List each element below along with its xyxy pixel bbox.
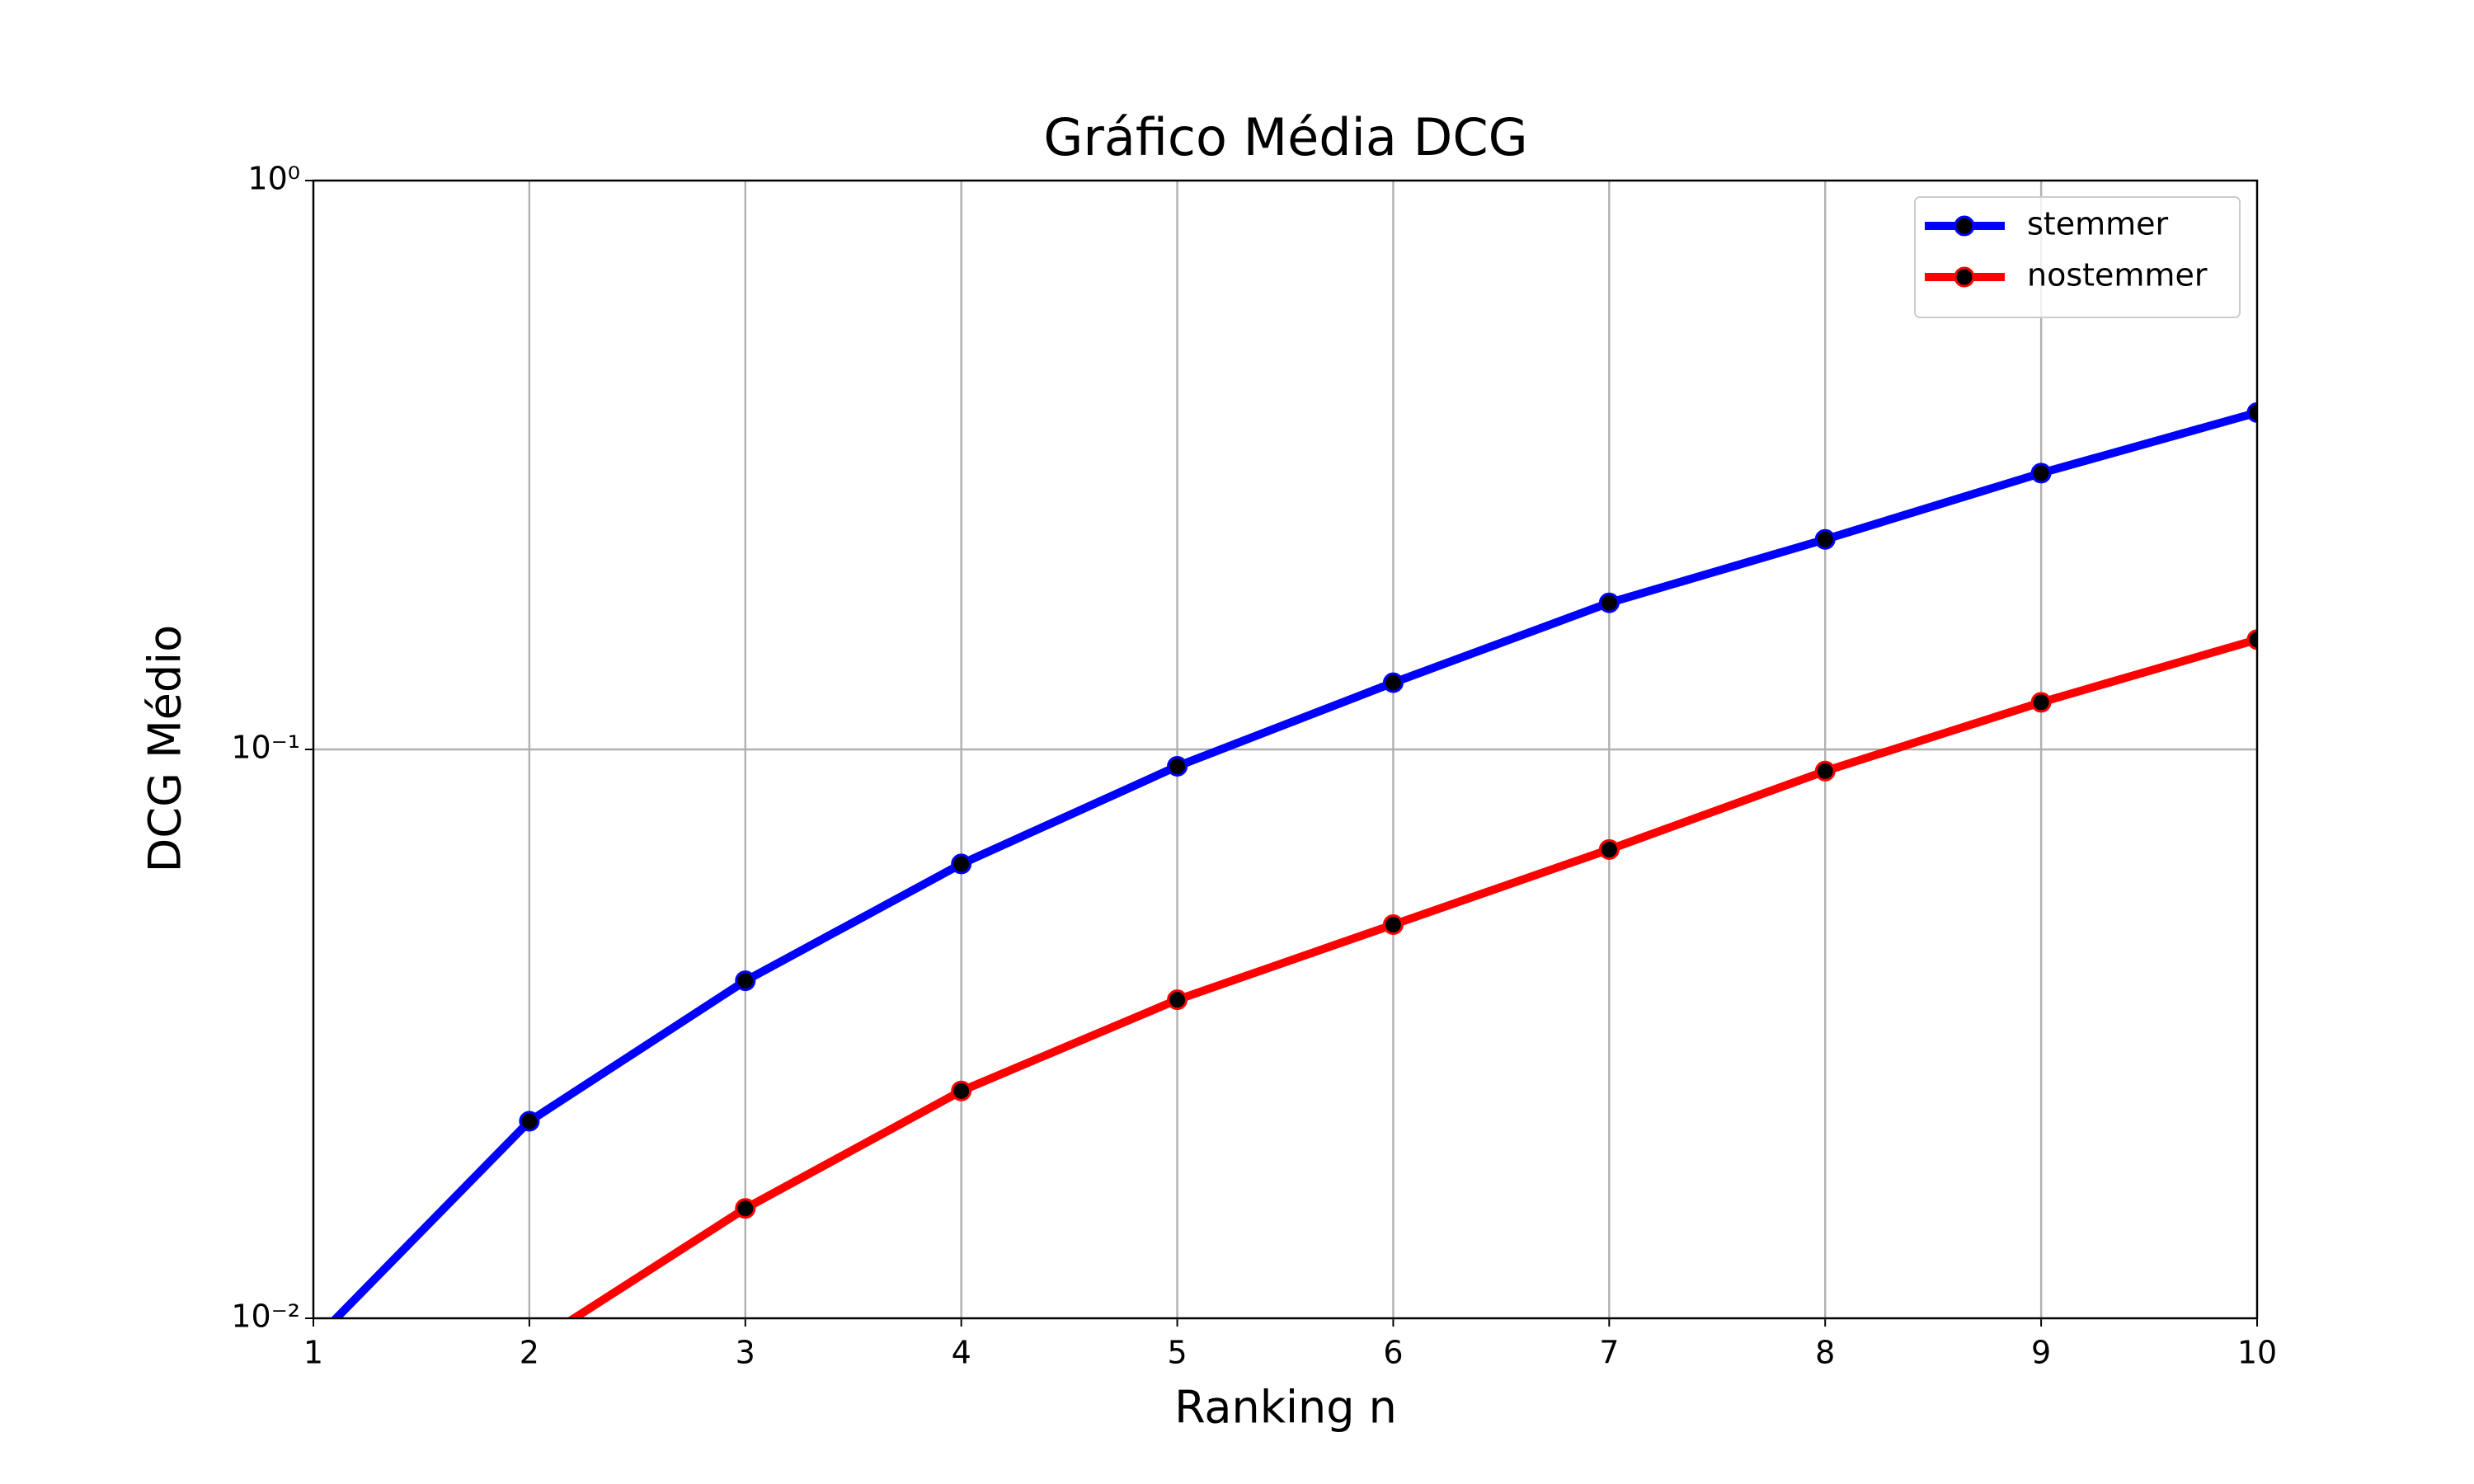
data-point (2246, 402, 2257, 423)
data-point (1382, 672, 1404, 693)
x-tick-label: 5 (1167, 1335, 1187, 1371)
x-axis-label: Ranking n (1174, 1382, 1397, 1434)
x-tick-label: 6 (1383, 1335, 1403, 1371)
data-point (1167, 989, 1188, 1011)
data-point (1382, 914, 1404, 936)
data-point (1598, 838, 1620, 860)
data-point (2030, 463, 2052, 484)
x-tick-label: 3 (736, 1335, 755, 1371)
legend-marker (1954, 266, 1975, 288)
y-tick-label: 10⁻² (231, 1298, 300, 1335)
x-tick-label: 7 (1599, 1335, 1619, 1371)
axes-frame (312, 179, 2259, 1320)
x-tick-label: 10 (2237, 1335, 2277, 1371)
data-point (1167, 755, 1188, 777)
y-tick-label: 10⁻¹ (231, 730, 300, 766)
x-tick-label: 9 (2031, 1335, 2051, 1371)
data-point (1814, 760, 1836, 782)
data-point (951, 1080, 972, 1101)
legend-label: stemmer (2027, 206, 2168, 242)
y-axis-label: DCG Médio (139, 625, 191, 872)
x-tick-label: 2 (520, 1335, 539, 1371)
plot-area (330, 402, 2257, 1318)
y-tick-label: 10⁰ (247, 161, 300, 197)
data-point (519, 1111, 540, 1132)
chart-title: Gráfico Média DCG (1043, 107, 1527, 167)
data-point (1814, 528, 1836, 550)
data-point (735, 970, 756, 992)
x-tick-label: 1 (303, 1335, 323, 1371)
legend-label: nostemmer (2027, 257, 2208, 294)
data-point (951, 853, 972, 875)
x-tick-label: 4 (952, 1335, 971, 1371)
data-point (735, 1198, 756, 1219)
data-point (2030, 692, 2052, 713)
data-point (1598, 592, 1620, 613)
data-point (2246, 629, 2257, 650)
series-line (330, 408, 2257, 1318)
x-tick-label: 8 (1815, 1335, 1835, 1371)
legend-marker (1954, 215, 1975, 237)
